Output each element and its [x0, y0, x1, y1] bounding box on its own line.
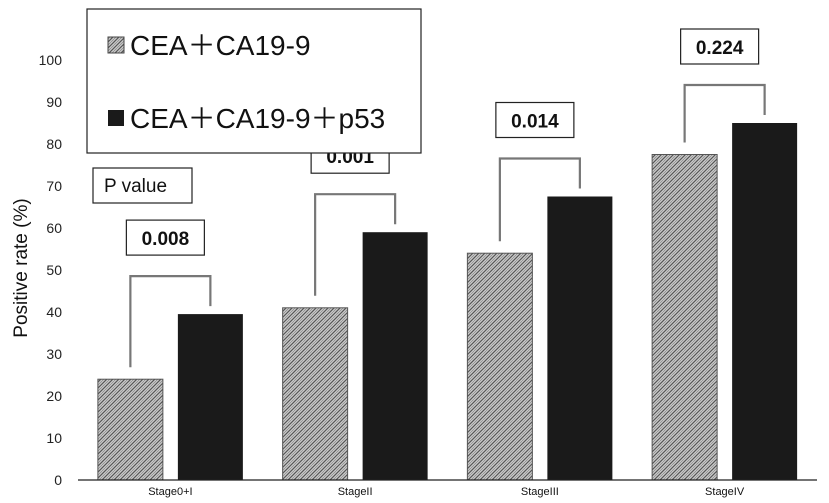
y-tick-label-6: 60: [46, 220, 62, 236]
p-value-text-3: 0.224: [696, 38, 744, 59]
p-value-text-2: 0.014: [511, 112, 559, 133]
y-axis-label: Positive rate (%): [11, 198, 32, 337]
p-value-label: P value: [104, 176, 167, 197]
y-tick-label-0: 0: [54, 472, 62, 488]
p-value-bracket-3: [683, 83, 766, 143]
legend: CEA＋CA19-9 CEA＋CA19-9＋p53: [86, 8, 422, 154]
p-value-box-0: [125, 219, 205, 256]
y-axis: 0 10 20 30 40 50 60 70 80 90 100: [39, 52, 63, 488]
bar-series-1-0: [97, 378, 164, 481]
legend-swatch-series-2: [108, 110, 124, 126]
y-tick-label-10: 100: [39, 52, 63, 68]
legend-box: [86, 8, 422, 154]
legend-label-series-1: CEA＋CA19-9: [130, 30, 311, 61]
y-tick-label-1: 10: [46, 430, 62, 446]
bar-series-2-2: [547, 196, 613, 480]
p-value-box-3: [680, 28, 760, 65]
bar-series-1-3: [651, 154, 718, 481]
bar-series-1-1: [282, 307, 349, 481]
x-axis: Stage0+I StageII StageIII StageIV: [78, 479, 817, 498]
y-tick-label-5: 50: [46, 262, 62, 278]
bar-series-2-3: [732, 123, 798, 480]
x-tick-label-2: StageIII: [521, 486, 559, 498]
y-tick-label-8: 80: [46, 136, 62, 152]
y-tick-label-9: 90: [46, 94, 62, 110]
p-value-label-box: P value: [92, 167, 193, 204]
x-tick-label-0: Stage0+I: [148, 486, 192, 498]
p-value-bracket-1: [314, 193, 397, 296]
x-tick-label-1: StageII: [338, 486, 373, 498]
y-tick-label-4: 40: [46, 304, 62, 320]
p-value-bracket-0: [129, 275, 212, 368]
legend-swatch-series-1: [107, 36, 125, 54]
p-value-text-0: 0.008: [142, 229, 190, 250]
y-tick-label-3: 30: [46, 346, 62, 362]
p-value-box-2: [495, 101, 575, 139]
y-tick-label-7: 70: [46, 178, 62, 194]
x-tick-label-3: StageIV: [705, 486, 745, 498]
y-tick-label-2: 20: [46, 388, 62, 404]
bar-series-1-2: [466, 252, 533, 481]
bars: [97, 123, 798, 481]
p-value-bracket-2: [498, 157, 581, 242]
bar-series-2-0: [177, 314, 243, 480]
bar-series-2-1: [362, 232, 428, 480]
legend-label-series-2: CEA＋CA19-9＋p53: [130, 103, 385, 134]
